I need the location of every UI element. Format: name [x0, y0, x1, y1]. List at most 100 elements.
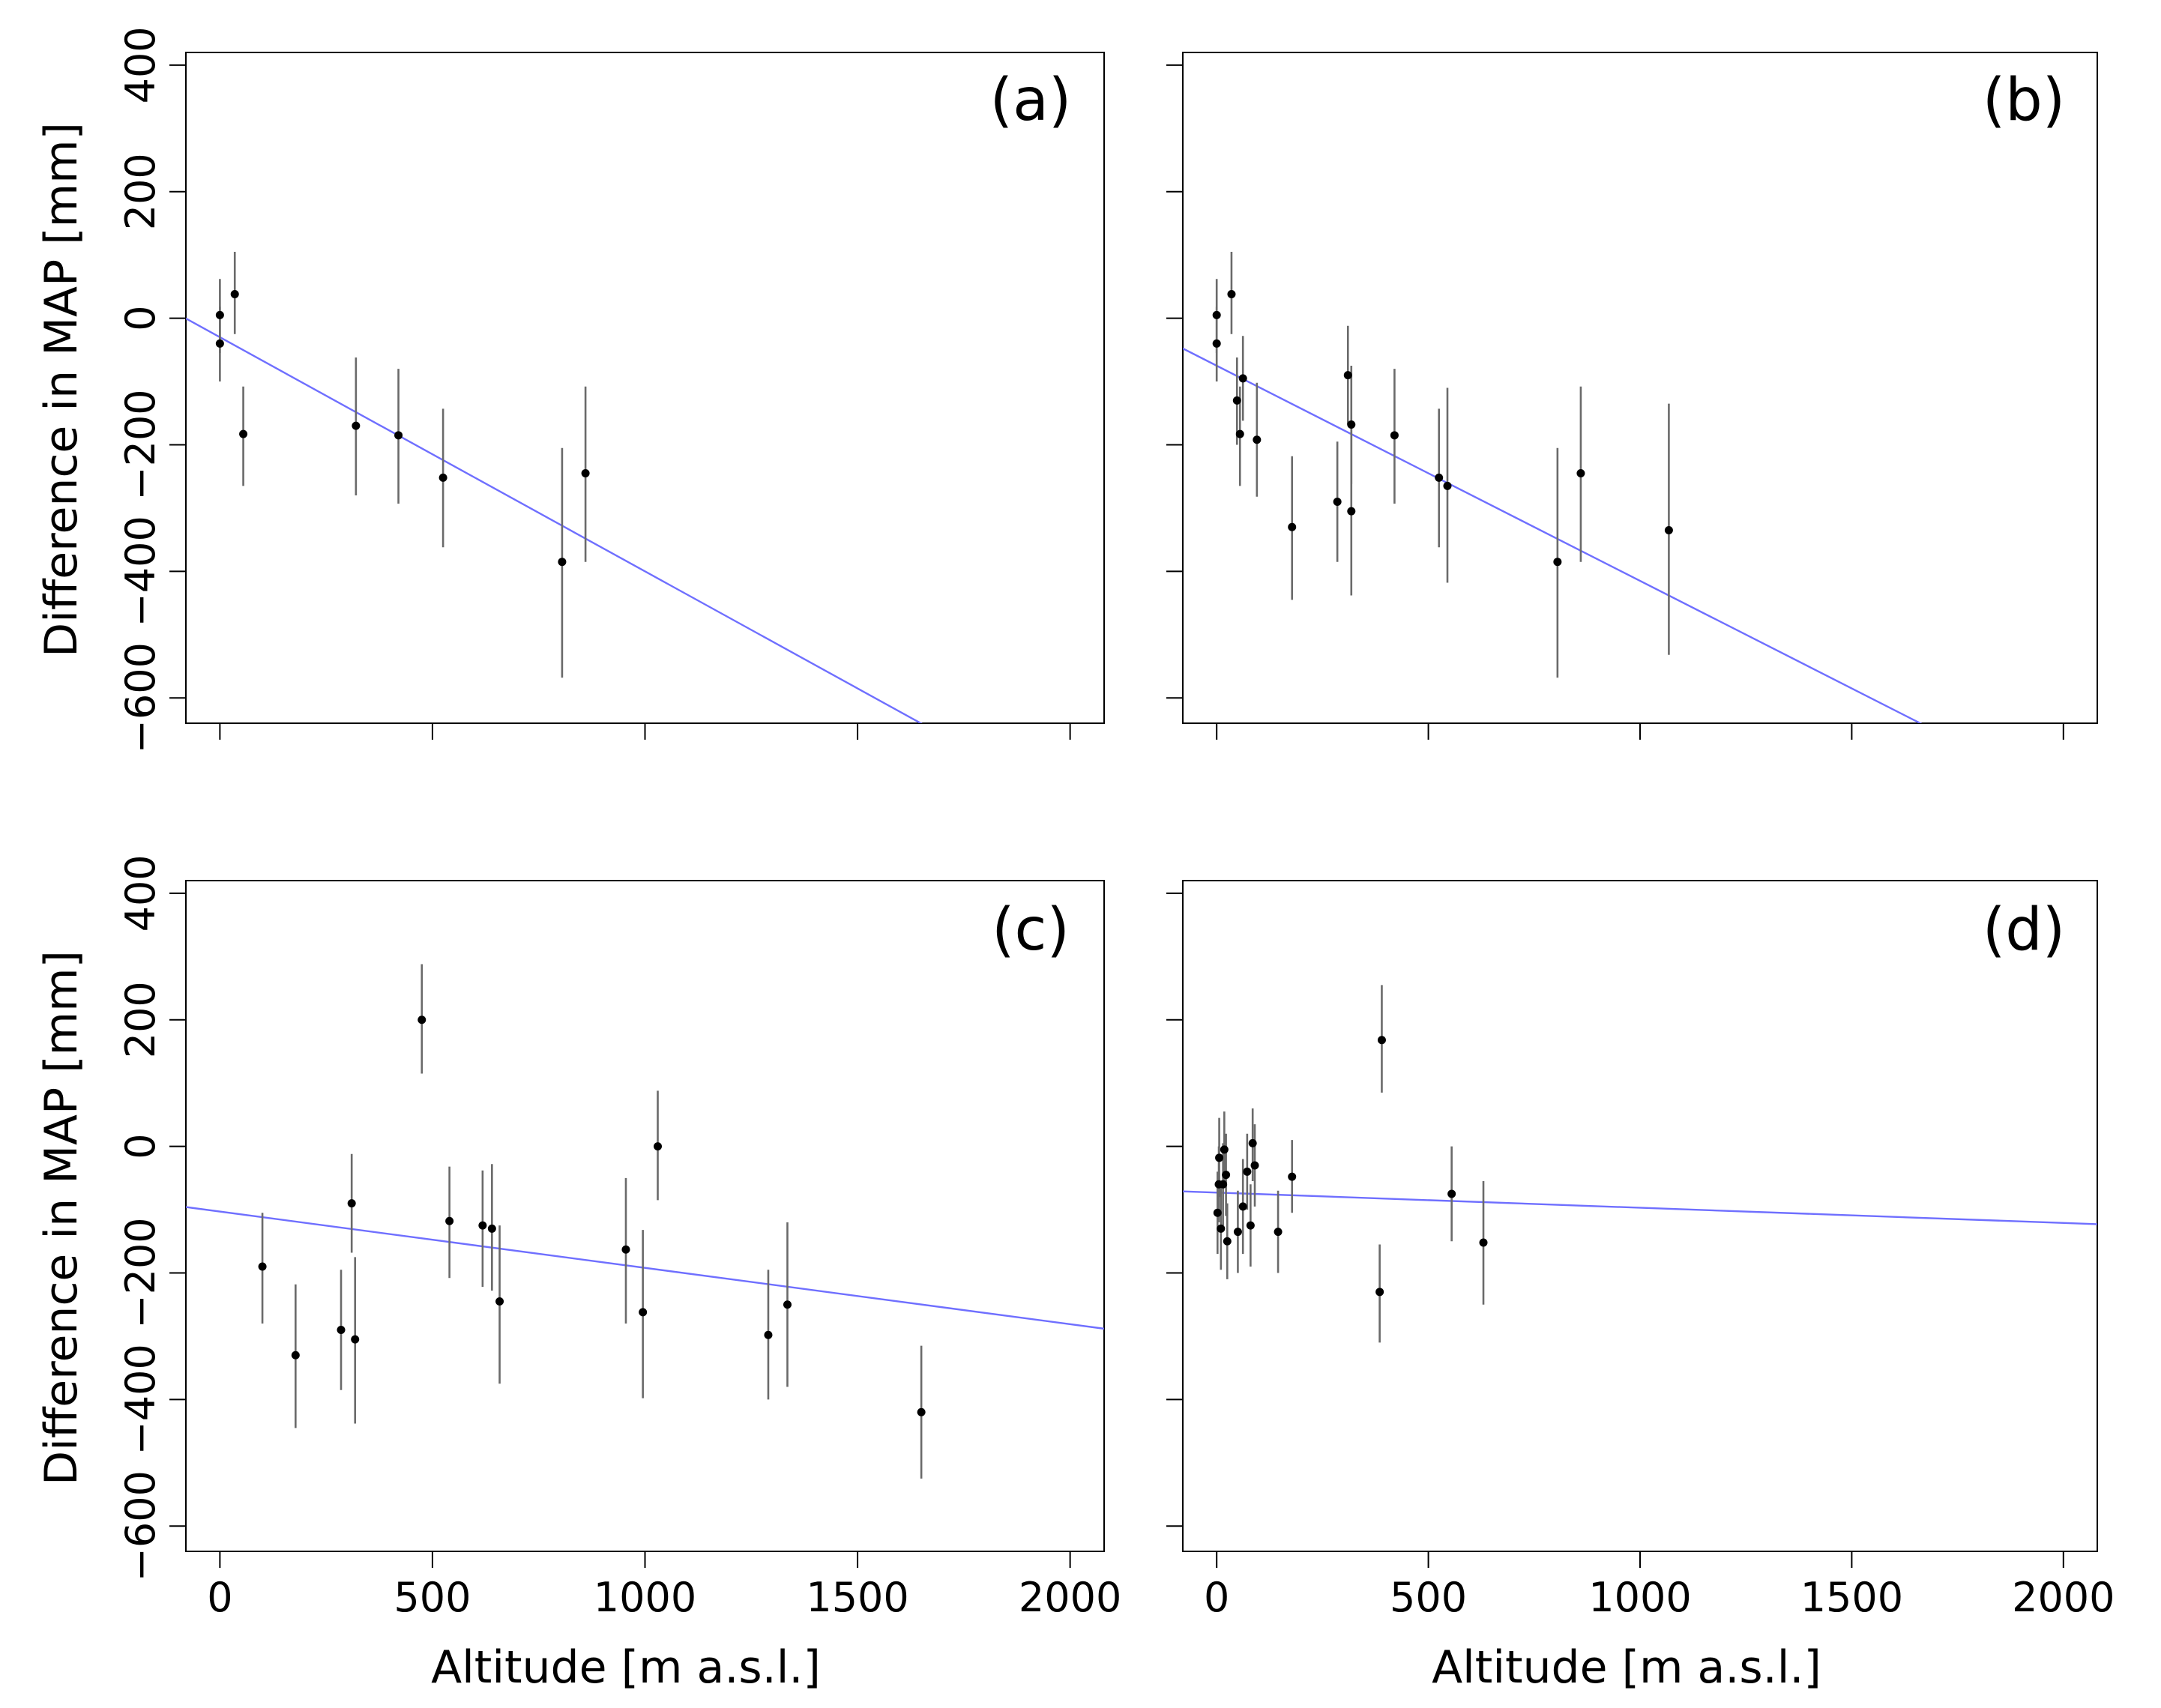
data-point — [558, 558, 567, 567]
data-point — [1246, 1221, 1255, 1230]
x-tick-label: 2000 — [1019, 1574, 1121, 1621]
plot-frame — [185, 52, 1105, 724]
data-point — [215, 339, 224, 348]
data-point — [639, 1308, 648, 1317]
data-point — [1233, 1228, 1242, 1237]
data-point — [1212, 310, 1221, 319]
data-point — [1222, 1171, 1231, 1180]
y-tick-label: −400 — [117, 516, 164, 627]
data-point — [764, 1330, 773, 1339]
y-tick-label: 0 — [117, 1133, 164, 1159]
data-point — [917, 1407, 926, 1416]
x-tick-label: 1000 — [1588, 1574, 1691, 1621]
data-point — [418, 1016, 427, 1025]
data-point — [1243, 1167, 1252, 1176]
x-tick-label: 1000 — [594, 1574, 696, 1621]
data-point — [1664, 525, 1673, 534]
data-point — [230, 290, 239, 299]
y-tick-label: 200 — [117, 153, 164, 230]
panel-c: (c) 0 500 1000 1500 2000 −600 −400 −200 0 200 400 — [117, 854, 1121, 1621]
x-tick-label: 500 — [394, 1574, 471, 1621]
data-point — [1347, 507, 1356, 516]
x-tick-label: 2000 — [2012, 1574, 2115, 1621]
data-point — [347, 1199, 356, 1208]
data-point — [1347, 420, 1356, 429]
y-tick-label: −600 — [117, 642, 164, 753]
data-point — [1576, 468, 1585, 477]
data-point — [1220, 1145, 1229, 1154]
data-point — [215, 310, 224, 319]
data-point — [1238, 374, 1247, 383]
y-tick-label: 400 — [117, 854, 164, 932]
y-axis-title-top: Difference in MAP [mm] — [35, 122, 88, 657]
regression-line — [1183, 1190, 2097, 1225]
data-point — [1333, 497, 1342, 506]
x-axis-title-left: Altitude [m a.s.l.] — [431, 1641, 821, 1694]
y-tick-label: −600 — [117, 1470, 164, 1581]
plot-frame — [1182, 880, 2098, 1552]
data-point — [1390, 431, 1399, 440]
x-tick-label: 1500 — [1800, 1574, 1903, 1621]
data-point — [1223, 1237, 1232, 1246]
data-point — [783, 1300, 792, 1309]
data-point — [394, 431, 403, 440]
data-point — [495, 1297, 504, 1306]
data-point — [1235, 429, 1244, 438]
panel-a-label: (a) — [990, 67, 1072, 134]
data-point — [1288, 1172, 1297, 1181]
y-tick-label: −400 — [117, 1344, 164, 1455]
data-point — [1443, 481, 1452, 490]
y-tick-label: −200 — [117, 389, 164, 500]
y-tick-label: 0 — [117, 305, 164, 331]
data-point — [258, 1262, 267, 1271]
data-point — [654, 1142, 663, 1151]
regression-line — [186, 1206, 1104, 1330]
x-tick-label: 0 — [207, 1574, 232, 1621]
data-point — [1248, 1138, 1257, 1147]
data-point — [478, 1221, 487, 1230]
data-point — [352, 421, 361, 430]
panel-d: (d) 0 500 1000 1500 2000 — [1166, 880, 2115, 1621]
panel-c-label: (c) — [992, 896, 1070, 964]
data-point — [581, 468, 590, 477]
data-point — [1447, 1189, 1456, 1198]
data-point — [239, 429, 248, 438]
x-axis-title-right: Altitude [m a.s.l.] — [1432, 1641, 1821, 1694]
data-point — [1343, 371, 1352, 380]
panel-b: (b) — [1166, 52, 2098, 740]
data-point — [1377, 1036, 1386, 1045]
data-point — [351, 1335, 360, 1344]
data-point — [621, 1245, 630, 1254]
data-point — [1375, 1288, 1384, 1297]
data-point — [1238, 1202, 1247, 1211]
y-tick-label: −200 — [117, 1217, 164, 1328]
data-point — [1227, 290, 1236, 299]
panel-a: (a) −600 −400 −200 0 200 400 — [117, 26, 1105, 753]
regression-line — [186, 317, 923, 723]
data-point — [1274, 1228, 1283, 1237]
y-axis-title-bottom: Difference in MAP [mm] — [35, 950, 88, 1485]
panel-d-label: (d) — [1983, 896, 2065, 964]
data-point — [438, 473, 447, 482]
data-point — [1232, 396, 1241, 405]
x-tick-label: 0 — [1204, 1574, 1229, 1621]
data-point — [1553, 558, 1562, 567]
plot-frame — [185, 880, 1105, 1552]
data-point — [1219, 1180, 1228, 1189]
x-tick-label: 1500 — [806, 1574, 908, 1621]
plot-frame — [1182, 52, 2098, 724]
data-point — [1212, 339, 1221, 348]
data-point — [1435, 473, 1444, 482]
panel-b-label: (b) — [1983, 67, 2065, 134]
y-tick-label: 200 — [117, 981, 164, 1058]
data-point — [1253, 435, 1262, 444]
data-point — [1215, 1153, 1224, 1162]
data-point — [1250, 1161, 1259, 1170]
data-point — [291, 1351, 300, 1360]
y-tick-label: 400 — [117, 26, 164, 103]
data-point — [1217, 1224, 1226, 1233]
regression-line — [1183, 347, 1923, 723]
data-point — [1288, 522, 1297, 531]
data-point — [487, 1224, 496, 1233]
